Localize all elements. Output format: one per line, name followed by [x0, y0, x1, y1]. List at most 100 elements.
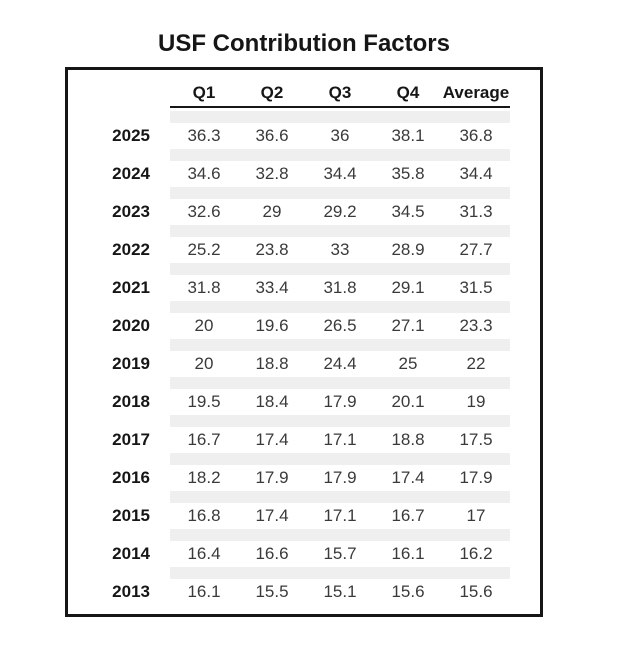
cell-value: 15.6	[459, 582, 493, 601]
table-card: Q1 Q2 Q3 Q4 Average 20 25 36.3 36.6 36 38.1 36.8 20…	[65, 67, 543, 617]
cell-value: 36.8	[459, 126, 493, 145]
cell-value: 33.4	[255, 278, 289, 297]
cell-value: 16.2	[459, 544, 493, 563]
cell-value: 17.9	[459, 468, 493, 487]
row-year-label: 2017	[112, 430, 150, 449]
cell-value: 33	[330, 240, 350, 259]
row-year-label: 2024	[112, 164, 150, 183]
row-separator-stripe	[170, 415, 510, 427]
cell-value: 17.5	[459, 430, 493, 449]
cell-value: 15.6	[391, 582, 425, 601]
cell-value: 34.4	[323, 164, 357, 183]
cell-value: 31.3	[459, 202, 493, 221]
cell-value: 17	[466, 506, 486, 525]
cell-value: 17.4	[391, 468, 425, 487]
cell-value: 18.8	[255, 354, 289, 373]
cell-value: 24.4	[323, 354, 357, 373]
column-header: Q3	[328, 83, 352, 102]
cell-value: 27.1	[391, 316, 425, 335]
column-header: Q4	[396, 83, 420, 102]
cell-value: 34.5	[391, 202, 425, 221]
table-row: 2020 20 19.6 26.5 27.1 23.3	[68, 313, 540, 339]
row-year-label: 2019	[112, 354, 150, 373]
table-row: 2025 36.3 36.6 36 38.1 36.8	[68, 123, 540, 149]
row-separator-stripe	[170, 529, 510, 541]
cell-value: 26.5	[323, 316, 357, 335]
cell-value: 31.8	[187, 278, 221, 297]
cell-value: 16.4	[187, 544, 221, 563]
cell-value: 23.8	[255, 240, 289, 259]
row-separator-stripe	[170, 491, 510, 503]
cell-value: 36.6	[255, 126, 289, 145]
cell-value: 19	[466, 392, 486, 411]
cell-value: 31.5	[459, 278, 493, 297]
cell-value: 17.9	[255, 468, 289, 487]
cell-value: 38.1	[391, 126, 425, 145]
cell-value: 27.7	[459, 240, 493, 259]
row-year-label: 2020	[112, 316, 150, 335]
row-separator-stripe	[170, 187, 510, 199]
cell-value: 25	[398, 354, 418, 373]
cell-value: 25.2	[187, 240, 221, 259]
cell-value: 16.7	[187, 430, 221, 449]
chart-title: USF Contribution Factors	[158, 30, 450, 57]
row-separator-stripe	[170, 149, 510, 161]
row-separator-stripe	[170, 453, 510, 465]
cell-value: 19.5	[187, 392, 221, 411]
cell-value: 15.7	[323, 544, 357, 563]
table-row: 2016 18.2 17.9 17.9 17.4 17.9	[68, 465, 540, 491]
table-row: 2021 31.8 33.4 31.8 29.1 31.5	[68, 275, 540, 301]
row-separator-stripe	[170, 377, 510, 389]
cell-value: 36	[330, 126, 350, 145]
table-row: 2019 20 18.8 24.4 25 22	[68, 351, 540, 377]
row-year-label: 2018	[112, 392, 150, 411]
column-header: Q1	[192, 83, 216, 102]
table-row: 2018 19.5 18.4 17.9 20.1 19	[68, 389, 540, 415]
row-year-label: 2016	[112, 468, 150, 487]
table-row: 2022 25.2 23.8 33 28.9 27.7	[68, 237, 540, 263]
cell-value: 17.9	[323, 468, 357, 487]
cell-value: 31.8	[323, 278, 357, 297]
column-header: Q2	[260, 83, 284, 102]
cell-value: 34.4	[459, 164, 493, 183]
cell-value: 17.1	[323, 506, 357, 525]
cell-value: 34.6	[187, 164, 221, 183]
cell-value: 16.6	[255, 544, 289, 563]
cell-value: 18.4	[255, 392, 289, 411]
cell-value: 17.4	[255, 430, 289, 449]
table-row: 2014 16.4 16.6 15.7 16.1 16.2	[68, 541, 540, 567]
table-row: 2023 32.6 29 29.2 34.5 31.3	[68, 199, 540, 225]
cell-value: 17.4	[255, 506, 289, 525]
cell-value: 18.8	[391, 430, 425, 449]
cell-value: 32.6	[187, 202, 221, 221]
row-separator-stripe	[170, 301, 510, 313]
cell-value: 15.1	[323, 582, 357, 601]
row-year-label: 2015	[112, 506, 150, 525]
cell-value: 23.3	[459, 316, 493, 335]
cell-value: 15.5	[255, 582, 289, 601]
cell-value: 20.1	[391, 392, 425, 411]
cell-value: 29.1	[391, 278, 425, 297]
cell-value: 16.1	[187, 582, 221, 601]
row-year-label: 2022	[112, 240, 150, 259]
table-row: 2017 16.7 17.4 17.1 18.8 17.5	[68, 427, 540, 453]
cell-value: 20	[194, 354, 214, 373]
cell-value: 19.6	[255, 316, 289, 335]
table-body: 2025 36.3 36.6 36 38.1 36.8 2024 34.6 32.8 34.4 35…	[68, 111, 540, 605]
cell-value: 16.1	[391, 544, 425, 563]
cell-value: 28.9	[391, 240, 425, 259]
row-year-label: 2014	[112, 544, 150, 563]
row-separator-stripe	[170, 567, 510, 579]
table-header-row: Q1 Q2 Q3 Q4 Average	[170, 83, 510, 108]
cell-value: 16.7	[391, 506, 425, 525]
table-row: 2024 34.6 32.8 34.4 35.8 34.4	[68, 161, 540, 187]
row-separator-stripe	[170, 225, 510, 237]
row-year-label: 2013	[112, 582, 150, 601]
cell-value: 35.8	[391, 164, 425, 183]
table-row: 2013 16.1 15.5 15.1 15.6 15.6	[68, 579, 540, 605]
column-header: Average	[442, 83, 510, 102]
row-separator-stripe	[170, 111, 510, 123]
cell-value: 36.3	[187, 126, 221, 145]
cell-value: 16.8	[187, 506, 221, 525]
row-separator-stripe	[170, 263, 510, 275]
